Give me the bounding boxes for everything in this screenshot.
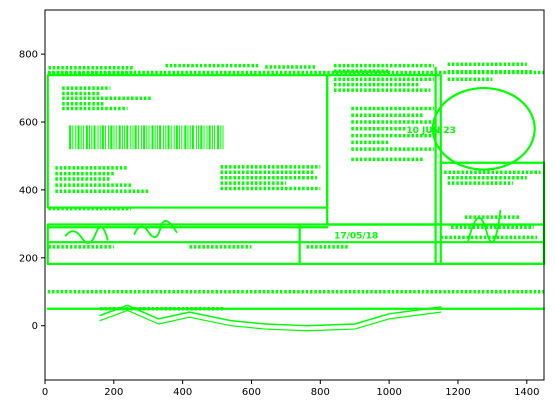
- barcode-bar: [159, 125, 162, 150]
- barcode-bar: [146, 125, 148, 150]
- barcode-bar: [126, 125, 129, 150]
- barcode-bar: [89, 125, 91, 150]
- barcode-bar: [222, 125, 224, 150]
- barcode-bar: [140, 125, 142, 150]
- axes-frame: [44, 9, 545, 381]
- barcode-bar: [148, 125, 150, 150]
- barcode-bar: [110, 125, 113, 150]
- chart-marks: [46, 62, 546, 332]
- barcode-bar: [203, 125, 205, 150]
- x-axis: 0 200 400 600 800 1000 1200 1400: [42, 380, 540, 398]
- barcode-bar: [208, 125, 211, 150]
- x-tick-label: 1400: [514, 387, 539, 398]
- barcode-bar: [121, 125, 123, 150]
- barcode-bar: [130, 125, 132, 150]
- y-axis: 0 200 400 600 800: [19, 50, 45, 332]
- barcode-bar: [154, 125, 156, 150]
- barcode-bar: [97, 125, 99, 150]
- barcode-bar: [151, 125, 154, 150]
- barcode-bar: [118, 125, 121, 150]
- barcode: [69, 125, 224, 150]
- barcode-bar: [184, 125, 187, 150]
- barcode-bar: [200, 125, 203, 150]
- barcode-bar: [175, 125, 178, 150]
- barcode-bar: [101, 125, 104, 150]
- barcode-bar: [211, 125, 213, 150]
- barcode-bar: [163, 125, 165, 150]
- barcode-bar: [80, 125, 82, 150]
- barcode-bar: [85, 125, 88, 150]
- barcode-bar: [191, 125, 194, 150]
- stamp-circle: [431, 86, 536, 171]
- barcode-bar: [181, 125, 183, 150]
- barcode-bar: [167, 125, 170, 150]
- barcode-bar: [189, 125, 191, 150]
- barcode-bar: [77, 125, 80, 150]
- barcode-bar: [220, 125, 222, 150]
- barcode-bar: [179, 125, 181, 150]
- barcode-bar: [187, 125, 189, 150]
- barcode-bar: [143, 125, 146, 150]
- barcode-bar: [134, 125, 137, 150]
- y-tick-label: 600: [19, 118, 38, 129]
- x-tick-label: 200: [104, 387, 123, 398]
- bottom-wave-lower: [99, 309, 442, 332]
- barcode-bar: [173, 125, 175, 150]
- barcode-bar: [198, 125, 200, 150]
- barcode-bar: [195, 125, 197, 150]
- x-tick-label: 0: [42, 387, 48, 398]
- barcode-bar: [113, 125, 115, 150]
- barcode-bar: [108, 125, 110, 150]
- y-tick-label: 400: [19, 185, 38, 196]
- barcode-bar: [165, 125, 167, 150]
- barcode-bar: [156, 125, 158, 150]
- stamp-text-0: 10 JUN 23: [406, 126, 456, 136]
- x-tick-label: 1000: [376, 387, 401, 398]
- barcode-bar: [75, 125, 77, 150]
- y-tick-label: 200: [19, 253, 38, 264]
- signature-strokes: [64, 209, 502, 244]
- y-tick-label: 0: [32, 321, 38, 332]
- barcode-bar: [206, 125, 208, 150]
- barcode-bar: [137, 125, 139, 150]
- x-tick-label: 400: [173, 387, 192, 398]
- x-tick-label: 800: [311, 387, 330, 398]
- barcode-bar: [105, 125, 107, 150]
- x-tick-label: 600: [242, 387, 261, 398]
- barcode-bar: [124, 125, 126, 150]
- barcode-bar: [217, 125, 220, 150]
- barcode-bar: [93, 125, 96, 150]
- barcode-bar: [82, 125, 84, 150]
- bottom-wave: [99, 304, 442, 327]
- stamp-text-1: 17/05/18: [334, 232, 378, 242]
- barcode-bar: [170, 125, 172, 150]
- barcode-bar: [99, 125, 101, 150]
- barcode-bar: [69, 125, 72, 150]
- y-tick-label: 800: [19, 50, 38, 61]
- x-tick-label: 1200: [445, 387, 470, 398]
- chart-stamp-text: 10 JUN 23 17/05/18: [334, 126, 456, 242]
- barcode-bar: [115, 125, 117, 150]
- barcode-bar: [132, 125, 134, 150]
- barcode-bar: [72, 125, 74, 150]
- barcode-bar: [214, 125, 216, 150]
- barcode-bar: [91, 125, 93, 150]
